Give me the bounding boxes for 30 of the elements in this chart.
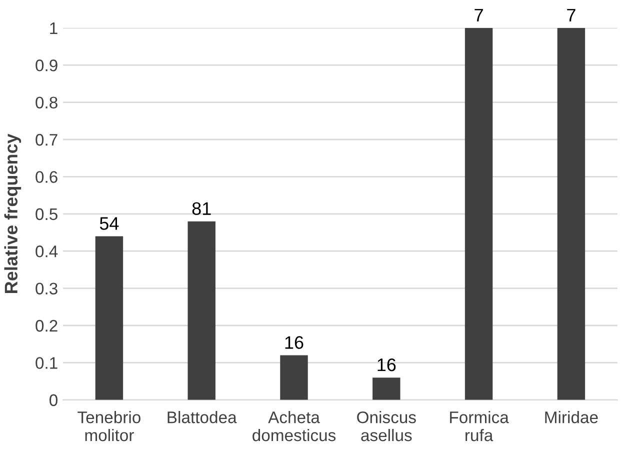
bar	[280, 355, 308, 400]
x-tick-label: Blattodea	[168, 411, 237, 424]
y-tick-label: 0.2	[36, 320, 58, 332]
y-tick-label: 0	[50, 394, 58, 406]
y-tick-label: 0.5	[36, 208, 58, 220]
x-tick-label: Oniscus asellus	[357, 411, 416, 442]
bar	[557, 28, 586, 400]
x-tick-label: Tenebrio molitor	[78, 411, 140, 442]
bar	[188, 221, 216, 400]
y-tick-label: 1	[50, 22, 58, 34]
y-axis-title: Relative frequency	[4, 134, 22, 293]
x-tick-label: Acheta domesticus	[252, 411, 336, 442]
x-tick-label: Formica rufa	[450, 411, 509, 442]
annotation: 7	[474, 8, 483, 22]
annotation: 54	[100, 217, 119, 230]
annotation: 16	[378, 358, 396, 372]
y-tick-label: 0.1	[36, 357, 58, 369]
annotation: 81	[192, 202, 211, 215]
y-tick-label: 0.9	[36, 60, 58, 72]
bar	[464, 28, 493, 400]
y-tick-label: 0.8	[36, 96, 58, 109]
y-tick-label: 0.6	[36, 171, 58, 183]
y-tick-label: 0.7	[36, 134, 58, 146]
y-tick-label: 0.3	[36, 282, 58, 295]
bar	[372, 378, 400, 400]
annotation: 16	[285, 336, 304, 349]
bar	[95, 236, 124, 400]
y-tick-label: 0.4	[36, 246, 58, 258]
annotation: 7	[567, 8, 576, 22]
x-tick-label: Miridae	[545, 411, 598, 424]
